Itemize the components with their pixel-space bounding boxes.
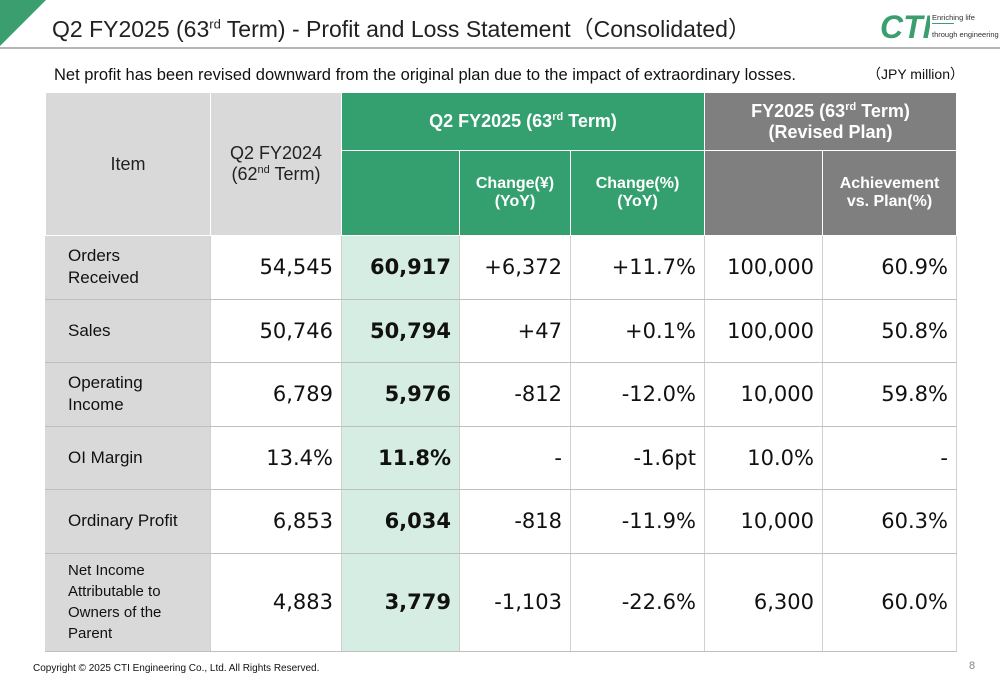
pl-table: Item Q2 FY2024 (62nd Term) Q2 FY2025 (63… bbox=[45, 92, 957, 652]
cell-prev: 54,545 bbox=[210, 235, 342, 300]
header-current: Q2 FY2025 (63rd Term) bbox=[341, 92, 705, 151]
row-label: OI Margin bbox=[45, 425, 211, 490]
header-current-value bbox=[341, 150, 460, 236]
cell-change-yen: -818 bbox=[459, 489, 571, 554]
row-label: Sales bbox=[45, 298, 211, 363]
company-logo: CTI Enriching life through engineering bbox=[880, 8, 999, 42]
cell-achievement: 50.8% bbox=[822, 298, 957, 363]
cell-change-pct: -11.9% bbox=[570, 489, 705, 554]
svg-text:CTI: CTI bbox=[880, 9, 930, 42]
cell-prev: 50,746 bbox=[210, 298, 342, 363]
table-row: Operating Income 6,789 5,976 -812 -12.0% … bbox=[45, 362, 957, 427]
header-change-yen: Change(¥) (YoY) bbox=[459, 150, 571, 236]
logo-tagline-2: through engineering bbox=[932, 30, 999, 39]
cell-achievement: - bbox=[822, 425, 957, 490]
cell-current: 50,794 bbox=[341, 298, 460, 363]
cell-change-pct: -12.0% bbox=[570, 362, 705, 427]
cell-current: 3,779 bbox=[341, 552, 460, 652]
cell-change-pct: +11.7% bbox=[570, 235, 705, 300]
cell-current: 11.8% bbox=[341, 425, 460, 490]
cell-plan: 100,000 bbox=[704, 298, 823, 363]
cell-achievement: 60.9% bbox=[822, 235, 957, 300]
row-label: Orders Received bbox=[45, 235, 211, 300]
row-label: Operating Income bbox=[45, 362, 211, 427]
header-plan-value bbox=[704, 150, 823, 236]
cell-current: 6,034 bbox=[341, 489, 460, 554]
header-prev: Q2 FY2024 (62nd Term) bbox=[210, 92, 342, 236]
row-label: Ordinary Profit bbox=[45, 489, 211, 554]
table-row: OI Margin 13.4% 11.8% - -1.6pt 10.0% - bbox=[45, 425, 957, 490]
cell-plan: 100,000 bbox=[704, 235, 823, 300]
cell-current: 60,917 bbox=[341, 235, 460, 300]
cell-change-pct: +0.1% bbox=[570, 298, 705, 363]
page-title: Q2 FY2025 (63rd Term) - Profit and Loss … bbox=[52, 16, 751, 42]
logo-arrow bbox=[932, 23, 954, 24]
copyright: Copyright © 2025 CTI Engineering Co., Lt… bbox=[33, 663, 320, 674]
table-row: Sales 50,746 50,794 +47 +0.1% 100,000 50… bbox=[45, 298, 957, 363]
cell-current: 5,976 bbox=[341, 362, 460, 427]
cell-plan: 10,000 bbox=[704, 362, 823, 427]
cell-change-pct: -22.6% bbox=[570, 552, 705, 652]
cell-achievement: 59.8% bbox=[822, 362, 957, 427]
cell-prev: 13.4% bbox=[210, 425, 342, 490]
cell-prev: 6,853 bbox=[210, 489, 342, 554]
header-plan: FY2025 (63rd Term) (Revised Plan) bbox=[704, 92, 957, 151]
cell-change-yen: -1,103 bbox=[459, 552, 571, 652]
cell-achievement: 60.3% bbox=[822, 489, 957, 554]
cell-change-yen: -812 bbox=[459, 362, 571, 427]
header-item: Item bbox=[45, 92, 211, 236]
table-row: Ordinary Profit 6,853 6,034 -818 -11.9% … bbox=[45, 489, 957, 554]
cell-change-yen: - bbox=[459, 425, 571, 490]
page-number: 8 bbox=[969, 660, 976, 672]
subtitle-note: Net profit has been revised downward fro… bbox=[54, 66, 796, 84]
cell-plan: 10,000 bbox=[704, 489, 823, 554]
logo-tagline-1: Enriching life bbox=[932, 13, 975, 22]
unit-label: （JPY million） bbox=[867, 66, 964, 82]
table-row: Net Income Attributable to Owners of the Pa… bbox=[45, 552, 957, 652]
table-row: Orders Received 54,545 60,917 +6,372 +11.… bbox=[45, 235, 957, 300]
title-divider bbox=[0, 47, 1000, 49]
corner-accent bbox=[0, 0, 46, 46]
cti-logo-icon: CTI bbox=[880, 9, 930, 42]
cell-change-pct: -1.6pt bbox=[570, 425, 705, 490]
cell-achievement: 60.0% bbox=[822, 552, 957, 652]
cell-prev: 4,883 bbox=[210, 552, 342, 652]
row-label: Net Income Attributable to Owners of the Pa… bbox=[45, 552, 211, 652]
cell-change-yen: +47 bbox=[459, 298, 571, 363]
header-achievement: Achievement vs. Plan(%) bbox=[822, 150, 957, 236]
cell-prev: 6,789 bbox=[210, 362, 342, 427]
cell-change-yen: +6,372 bbox=[459, 235, 571, 300]
header-change-pct: Change(%) (YoY) bbox=[570, 150, 705, 236]
cell-plan: 10.0% bbox=[704, 425, 823, 490]
cell-plan: 6,300 bbox=[704, 552, 823, 652]
